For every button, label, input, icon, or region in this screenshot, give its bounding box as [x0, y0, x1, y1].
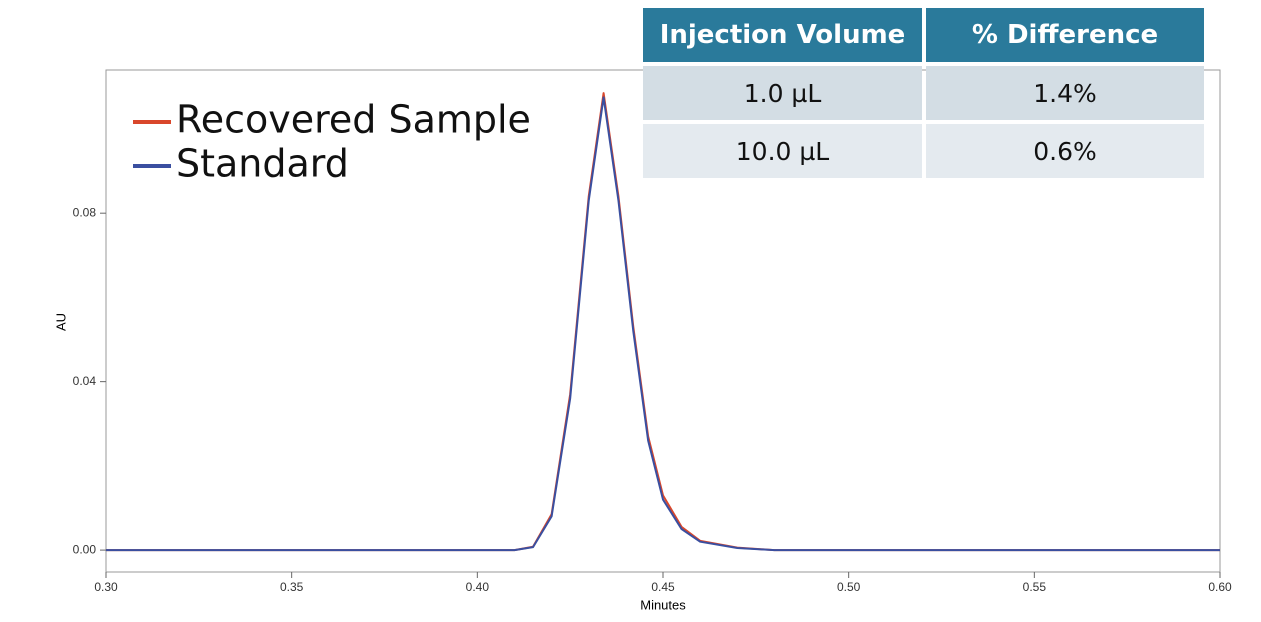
series-line: [106, 96, 1220, 552]
x-tick-label: 0.40: [466, 580, 490, 594]
table-header: Injection Volume % Difference: [643, 8, 1204, 62]
results-table: Injection Volume % Difference 1.0 µL 1.4…: [639, 4, 1208, 182]
cell: 1.4%: [926, 66, 1204, 120]
y-tick-label: 0.00: [73, 542, 97, 556]
x-tick-label: 0.55: [1023, 580, 1047, 594]
cell: 10.0 µL: [643, 124, 922, 178]
x-tick-label: 0.45: [651, 580, 675, 594]
legend-label: Recovered Sample: [176, 98, 531, 142]
table-row: 1.0 µL 1.4%: [643, 66, 1204, 120]
cell: 1.0 µL: [643, 66, 922, 120]
x-tick-label: 0.60: [1208, 580, 1232, 594]
y-tick-label: 0.08: [73, 205, 97, 219]
x-tick-label: 0.50: [837, 580, 861, 594]
y-axis-label: AU: [53, 313, 68, 331]
header-cell: Injection Volume: [643, 8, 922, 62]
x-tick-label: 0.35: [280, 580, 304, 594]
table-row: 10.0 µL 0.6%: [643, 124, 1204, 178]
cell: 0.6%: [926, 124, 1204, 178]
header-cell: % Difference: [926, 8, 1204, 62]
legend-label: Standard: [176, 142, 349, 186]
x-tick-label: 0.30: [94, 580, 118, 594]
y-tick-label: 0.04: [73, 374, 97, 388]
x-axis-label: Minutes: [640, 597, 686, 612]
